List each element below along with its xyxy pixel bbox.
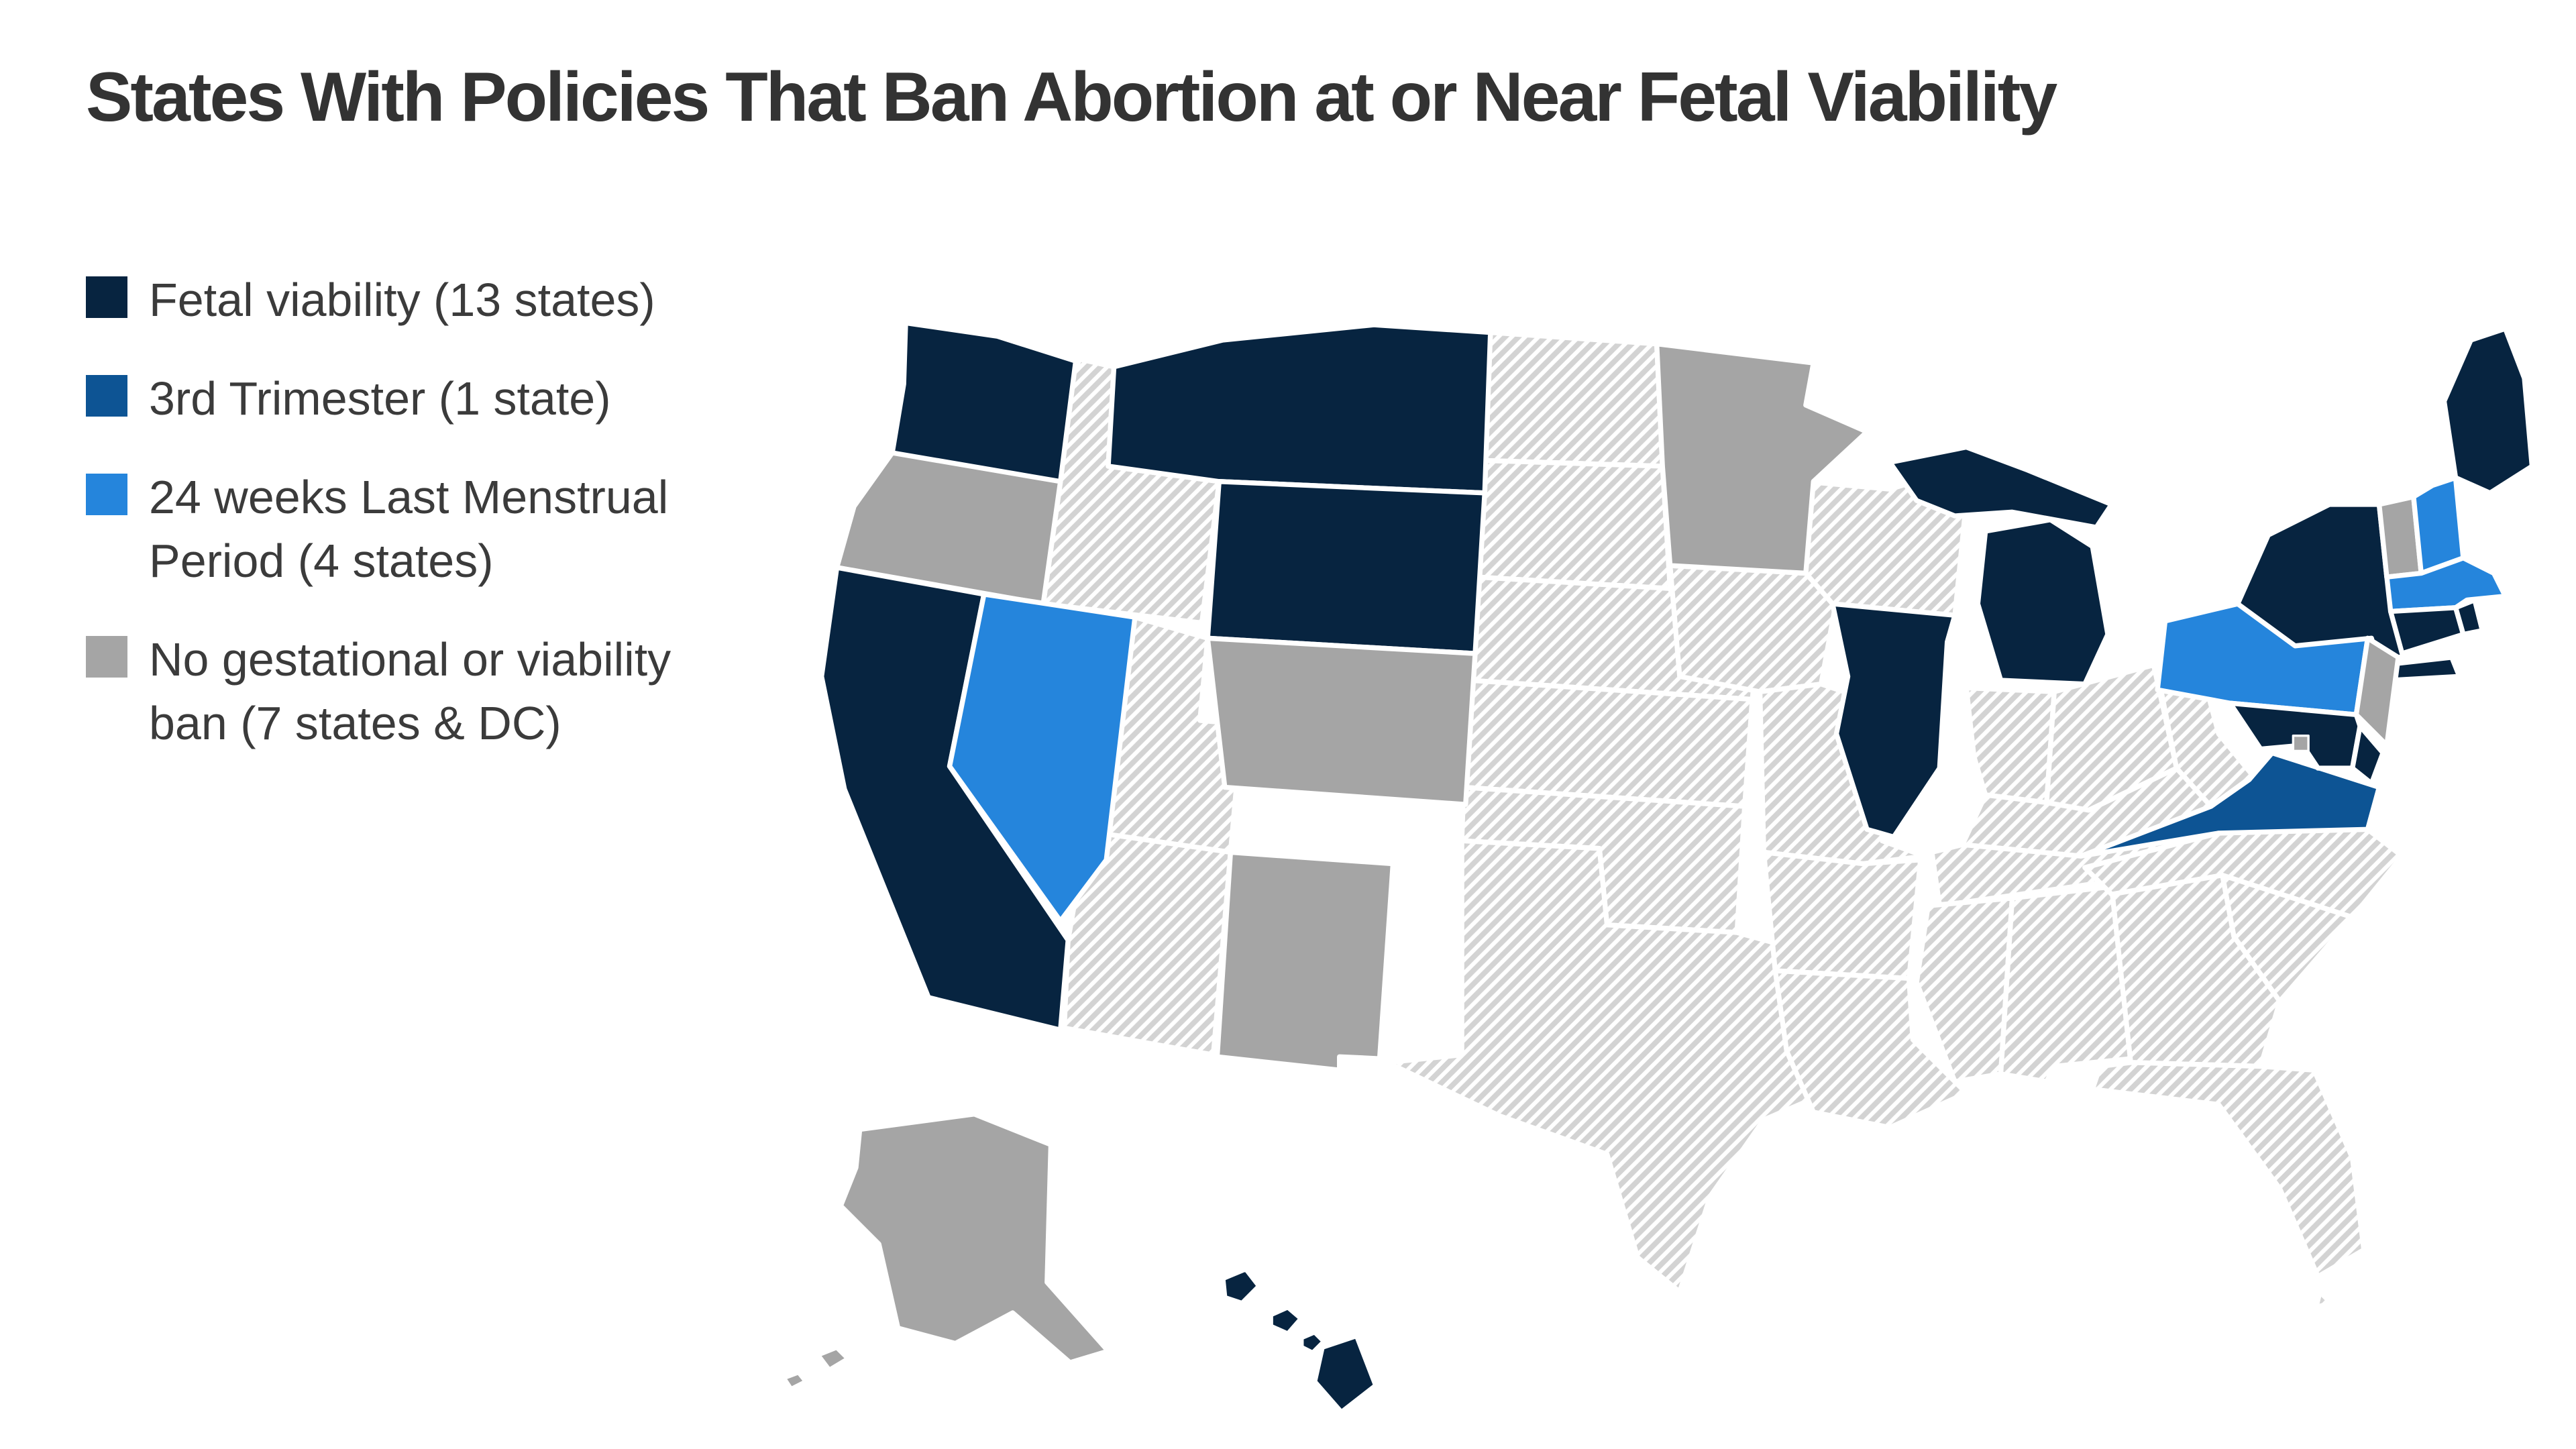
state-tx [1385, 838, 1820, 1295]
state-az [1061, 828, 1234, 1058]
state-hi [1220, 1266, 1379, 1415]
us-map-container [741, 267, 2576, 1449]
state-nm [1214, 849, 1396, 1073]
legend-label: No gestational or viability ban (7 state… [149, 633, 672, 749]
state-mi [1887, 444, 2114, 687]
state-fl [2090, 1060, 2367, 1310]
state-ms [1914, 896, 2015, 1085]
legend-swatch-no-ban [86, 636, 127, 678]
state-ct [2387, 605, 2466, 656]
state-mn [1654, 341, 1870, 576]
state-nd [1482, 329, 1665, 469]
state-co [1205, 635, 1478, 807]
us-choropleth-map [780, 320, 2535, 1415]
state-wi [1803, 471, 1969, 618]
state-nj [2353, 635, 2401, 748]
state-nh [2411, 475, 2466, 576]
state-dc [2292, 734, 2310, 753]
legend-label: 3rd Trimester (1 state) [149, 372, 611, 425]
legend-item-third-trimester: 3rd Trimester (1 state) [86, 367, 750, 431]
state-me [2441, 326, 2535, 496]
page-title: States With Policies That Ban Abortion a… [86, 58, 2057, 136]
legend-label: 24 weeks Last Menstrual Period (4 states… [149, 471, 669, 587]
state-mt [1106, 322, 1493, 496]
state-de [2349, 723, 2385, 786]
legend-swatch-fetal-viability [86, 276, 127, 318]
state-la [1772, 968, 1969, 1130]
legend-swatch-24-weeks-lmp [86, 474, 127, 515]
state-al [1998, 884, 2133, 1085]
state-ia [1667, 563, 1839, 694]
legend-item-no-ban: No gestational or viability ban (7 state… [86, 628, 750, 755]
legend-item-fetal-viability: Fetal viability (13 states) [86, 268, 750, 332]
state-ks [1461, 678, 1755, 809]
legend: Fetal viability (13 states) 3rd Trimeste… [86, 268, 750, 790]
state-il [1830, 601, 1957, 840]
state-in [1964, 685, 2057, 806]
state-sd [1474, 458, 1673, 592]
state-wy [1205, 479, 1487, 656]
state-ar [1761, 849, 1923, 981]
state-nv [947, 592, 1138, 924]
legend-item-24-weeks-lmp: 24 weeks Last Menstrual Period (4 states… [86, 466, 750, 593]
legend-label: Fetal viability (13 states) [149, 274, 655, 326]
legend-swatch-third-trimester [86, 375, 127, 417]
state-ak [780, 1112, 1111, 1392]
